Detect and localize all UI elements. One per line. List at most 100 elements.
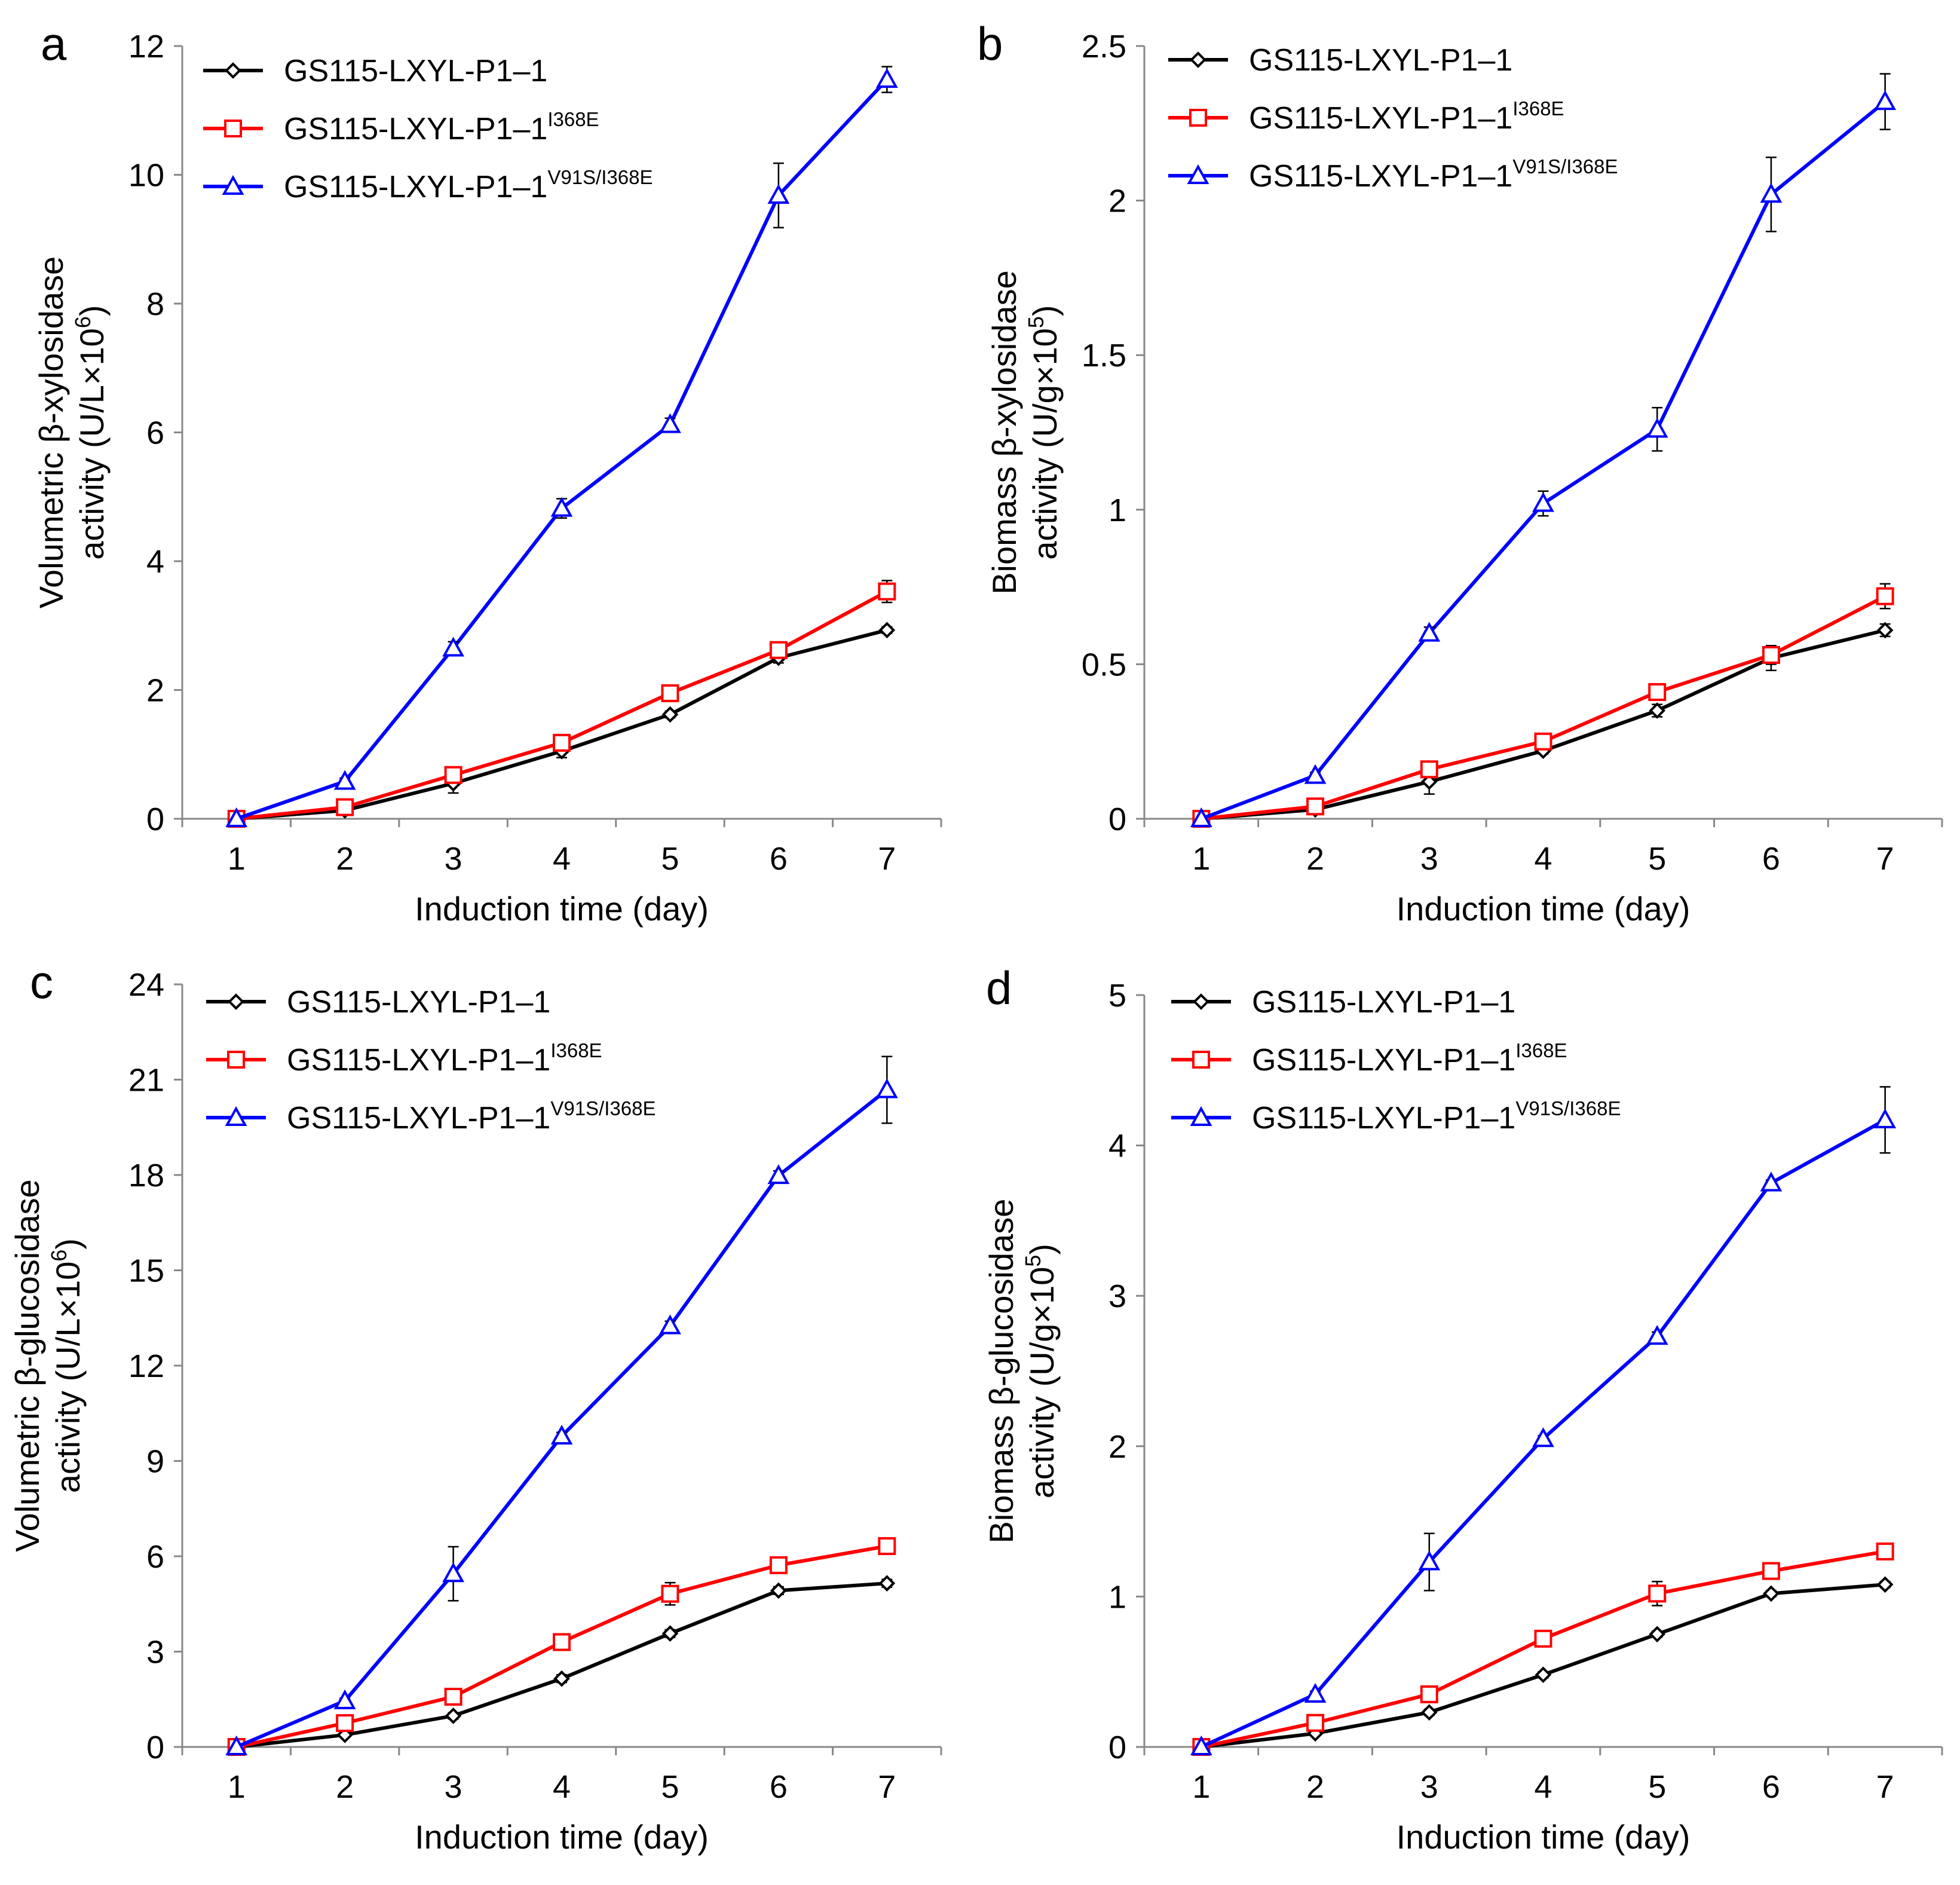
- data-point: [444, 766, 463, 784]
- legend-label-text: GS115-LXYL-P1–1: [284, 112, 547, 146]
- legend-label: GS115-LXYL-P1–1: [287, 985, 550, 1020]
- data-point: [1874, 1108, 1897, 1128]
- y-tick-label: 1.5: [1082, 338, 1126, 374]
- data-point: [662, 706, 679, 723]
- legend-item-1: GS115-LXYL-P1–1: [1168, 43, 1512, 78]
- legend-label-text: GS115-LXYL-P1–1: [1249, 159, 1512, 194]
- data-point: [553, 1633, 571, 1651]
- x-tick-label: 1: [228, 1769, 246, 1805]
- y-axis-title-line1: Biomass β-glucosidase: [982, 1199, 1020, 1544]
- x-tick-label: 3: [445, 1769, 463, 1805]
- data-point: [878, 1537, 896, 1555]
- x-tick-label: 1: [1192, 1769, 1210, 1805]
- legend-label-text: GS115-LXYL-P1–1: [1252, 985, 1515, 1020]
- data-point: [767, 1164, 790, 1185]
- x-tick-label: 2: [336, 1769, 354, 1805]
- panel-letter: c: [30, 956, 53, 1008]
- y-axis-title-line2: activity (U/L×106): [71, 305, 111, 559]
- y-tick-label: 2: [1108, 1429, 1126, 1465]
- data-point: [1876, 1542, 1894, 1560]
- data-point: [1535, 1666, 1552, 1684]
- data-point: [1763, 1585, 1780, 1602]
- data-point: [770, 1582, 787, 1599]
- data-point: [661, 684, 679, 702]
- x-tick-label: 6: [1762, 841, 1780, 877]
- data-point: [878, 582, 896, 601]
- y-axis-title-close: ): [1026, 305, 1064, 316]
- legend-label-sup: V91S/I368E: [550, 1097, 656, 1119]
- legend-label: GS115-LXYL-P1–1V91S/I368E: [284, 166, 653, 204]
- series-3: [1190, 1086, 1897, 1755]
- y-axis-title-line1: Volumetric β-glucosidase: [8, 1179, 46, 1552]
- data-point: [769, 641, 788, 659]
- y-axis-title-line2: activity (U/L×106): [47, 1238, 87, 1493]
- series-2: [227, 1537, 896, 1756]
- data-point: [659, 413, 681, 433]
- y-tick-label: 4: [1108, 1128, 1126, 1164]
- x-tick-label: 4: [1534, 841, 1552, 877]
- y-tick-label: 15: [128, 1253, 164, 1289]
- legend-marker: [1189, 109, 1207, 127]
- legend-label: GS115-LXYL-P1–1V91S/I368E: [1249, 155, 1618, 194]
- y-axis-title-text: activity (U/g×10: [1023, 1267, 1061, 1499]
- y-axis-title-line2: activity (U/g×105): [1021, 1244, 1061, 1498]
- series-line: [1201, 1583, 1885, 1749]
- data-point: [659, 1314, 681, 1335]
- y-tick-label: 24: [128, 967, 164, 1003]
- x-tick-label: 3: [1420, 1769, 1438, 1805]
- y-tick-label: 0: [146, 801, 164, 837]
- x-tick-label: 7: [878, 1769, 896, 1805]
- series-2: [1192, 1542, 1894, 1756]
- data-point: [878, 1575, 896, 1592]
- series-3: [1190, 73, 1897, 827]
- x-axis-title: Induction time (day): [1396, 890, 1690, 928]
- data-point: [1532, 492, 1554, 512]
- legend-label-text: GS115-LXYL-P1–1: [1252, 1101, 1515, 1136]
- y-tick-label: 0: [1108, 801, 1126, 837]
- x-tick-label: 7: [878, 841, 896, 877]
- data-point: [1646, 1325, 1668, 1345]
- legend-item-3: GS115-LXYL-P1–1V91S/I368E: [203, 166, 653, 204]
- x-tick-label: 1: [1192, 841, 1210, 877]
- x-tick-label: 4: [553, 1769, 571, 1805]
- legend-label-text: GS115-LXYL-P1–1: [1249, 43, 1512, 78]
- y-tick-label: 2.5: [1082, 29, 1126, 65]
- series-1: [1193, 622, 1894, 827]
- legend-item-3: GS115-LXYL-P1–1V91S/I368E: [1171, 1097, 1621, 1136]
- data-point: [1306, 797, 1325, 816]
- panel-letter: d: [986, 962, 1012, 1014]
- data-point: [1420, 1685, 1438, 1703]
- y-tick-label: 0: [1108, 1730, 1126, 1765]
- x-axis-title: Induction time (day): [415, 1818, 709, 1856]
- x-tick-label: 2: [1306, 841, 1324, 877]
- data-point: [1534, 1629, 1552, 1648]
- data-point: [1762, 645, 1780, 664]
- y-tick-label: 12: [128, 1348, 164, 1384]
- legend-marker: [1190, 1106, 1212, 1126]
- legend-marker: [1190, 51, 1206, 68]
- series-3: [225, 1055, 898, 1755]
- data-point: [444, 1687, 463, 1706]
- y-axis-title-line2: activity (U/g×105): [1024, 305, 1064, 559]
- legend-label: GS115-LXYL-P1–1V91S/I368E: [1252, 1097, 1621, 1136]
- x-tick-label: 2: [1306, 1769, 1324, 1805]
- data-point: [1649, 702, 1666, 719]
- y-tick-label: 10: [128, 158, 164, 194]
- legend-label-text: GS115-LXYL-P1–1: [1249, 101, 1512, 136]
- x-tick-label: 7: [1876, 1769, 1894, 1805]
- data-point: [225, 807, 248, 827]
- data-point: [442, 637, 464, 657]
- series-line: [236, 628, 888, 821]
- data-point: [1648, 683, 1667, 701]
- data-point: [1649, 1626, 1666, 1643]
- x-tick-label: 4: [553, 841, 571, 877]
- y-tick-label: 8: [146, 286, 164, 322]
- legend-label-sup: I368E: [1515, 1039, 1567, 1061]
- legend-label-sup: V91S/I368E: [1512, 155, 1618, 178]
- data-point: [1420, 773, 1438, 790]
- x-tick-label: 5: [1648, 841, 1666, 877]
- legend-item-2: GS115-LXYL-P1–1I368E: [1171, 1039, 1567, 1078]
- x-tick-label: 5: [661, 1769, 679, 1805]
- x-tick-label: 7: [1876, 841, 1894, 877]
- x-tick-label: 1: [228, 841, 246, 877]
